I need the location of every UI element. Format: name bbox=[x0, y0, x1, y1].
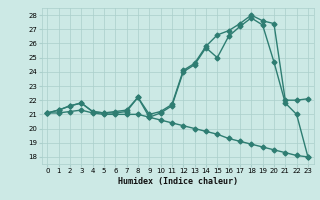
X-axis label: Humidex (Indice chaleur): Humidex (Indice chaleur) bbox=[118, 177, 237, 186]
